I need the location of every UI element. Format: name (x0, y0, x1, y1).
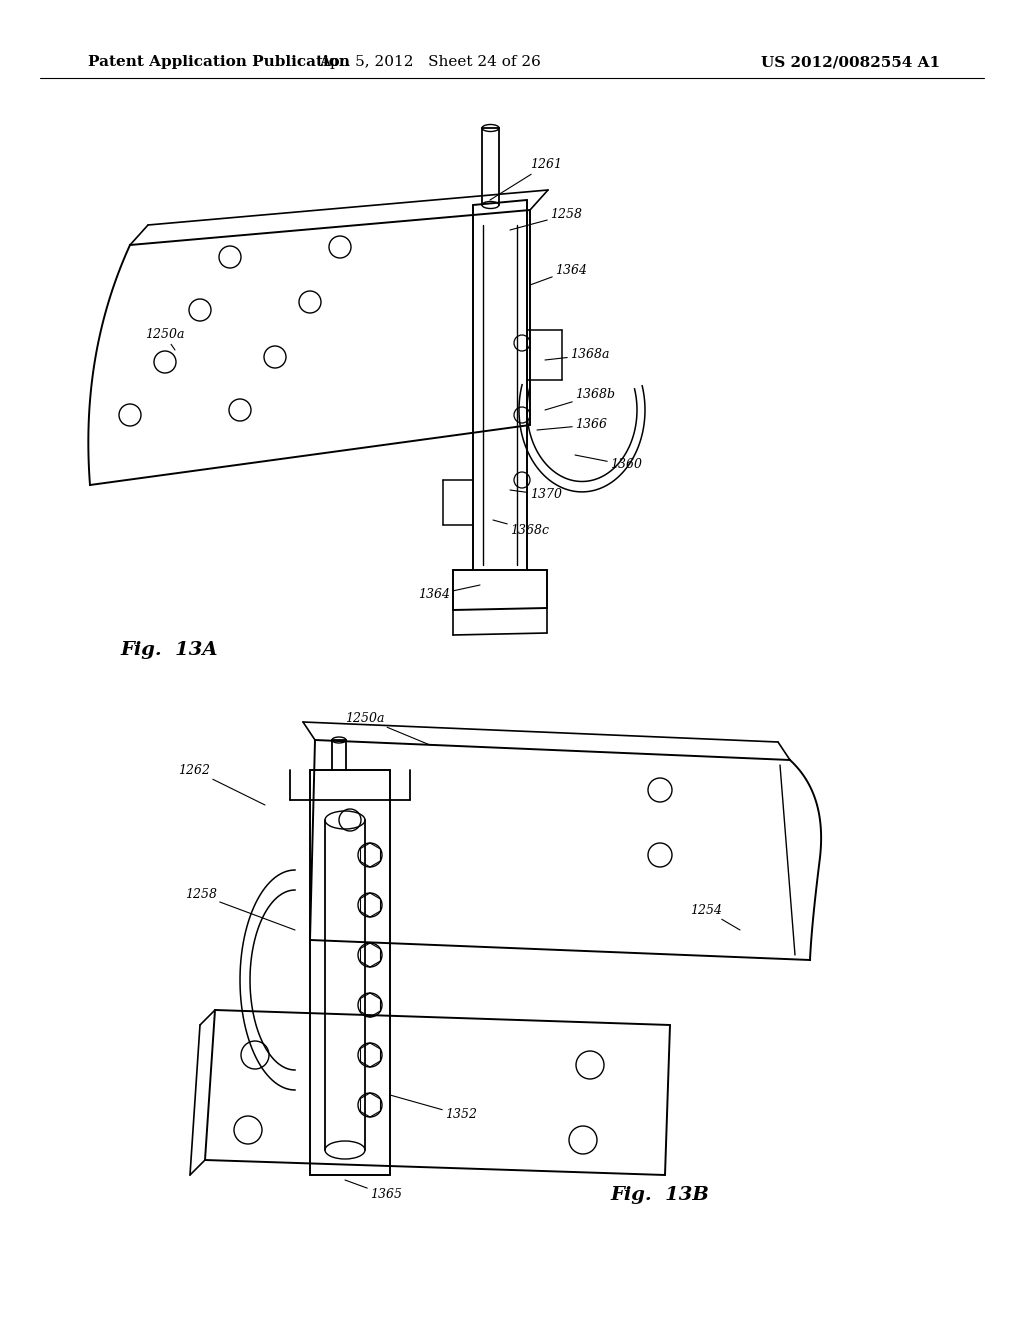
Text: Patent Application Publication: Patent Application Publication (88, 55, 350, 69)
Text: 1364: 1364 (530, 264, 587, 285)
Text: 1250a: 1250a (345, 711, 430, 744)
Text: 1365: 1365 (345, 1180, 402, 1201)
Text: 1250a: 1250a (145, 329, 184, 350)
Text: 1254: 1254 (690, 903, 740, 931)
Text: 1258: 1258 (510, 209, 582, 230)
Text: 1360: 1360 (575, 455, 642, 471)
Text: 1368b: 1368b (545, 388, 615, 411)
Text: 1258: 1258 (185, 888, 295, 931)
Text: 1368c: 1368c (493, 520, 549, 536)
Text: 1262: 1262 (178, 763, 265, 805)
Text: 1368a: 1368a (545, 348, 609, 362)
Text: 1352: 1352 (390, 1096, 477, 1122)
Text: Apr. 5, 2012   Sheet 24 of 26: Apr. 5, 2012 Sheet 24 of 26 (319, 55, 541, 69)
Text: Fig.  13B: Fig. 13B (610, 1185, 709, 1204)
Text: Fig.  13A: Fig. 13A (120, 642, 217, 659)
Text: 1366: 1366 (537, 418, 607, 432)
Text: US 2012/0082554 A1: US 2012/0082554 A1 (761, 55, 940, 69)
Text: 1370: 1370 (510, 488, 562, 502)
Text: 1261: 1261 (490, 158, 562, 201)
Text: 1364: 1364 (418, 585, 480, 602)
